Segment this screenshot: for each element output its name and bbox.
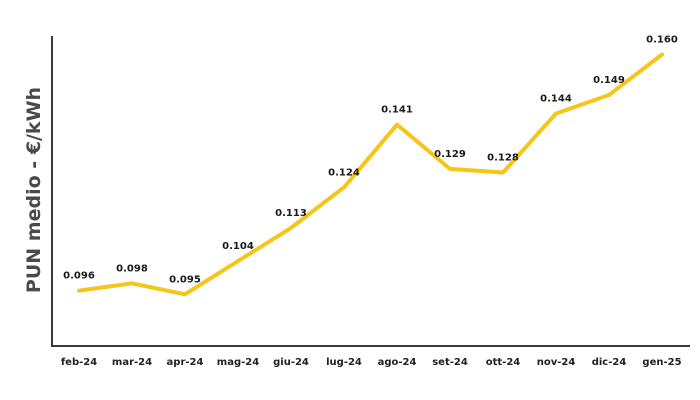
data-label-apr-24: 0.095	[169, 274, 201, 285]
x-tick-giu-24: giu-24	[273, 357, 309, 368]
x-tick-apr-24: apr-24	[167, 357, 204, 368]
x-tick-lug-24: lug-24	[326, 357, 362, 368]
data-label-giu-24: 0.113	[275, 208, 307, 219]
data-label-mar-24: 0.098	[116, 263, 148, 274]
data-label-lug-24: 0.124	[328, 167, 360, 178]
series-layer	[77, 52, 664, 297]
data-label-ott-24: 0.128	[487, 153, 519, 164]
x-tick-set-24: set-24	[432, 357, 468, 368]
x-tick-mar-24: mar-24	[112, 357, 152, 368]
data-label-mag-24: 0.104	[222, 241, 254, 252]
data-label-gen-25: 0.160	[646, 35, 678, 46]
y-axis-label: PUN medio - €/kWh	[23, 87, 45, 293]
x-tick-ott-24: ott-24	[486, 357, 521, 368]
chart-axes	[51, 36, 690, 347]
data-label-feb-24: 0.096	[63, 271, 95, 282]
x-tick-mag-24: mag-24	[217, 357, 259, 368]
data-label-dic-24: 0.149	[593, 75, 625, 86]
x-tick-feb-24: feb-24	[61, 357, 97, 368]
x-tick-gen-25: gen-25	[642, 357, 681, 368]
data-label-nov-24: 0.144	[540, 94, 572, 105]
data-label-layer: 0.096 0.098 0.095 0.104 0.113 0.124 0.141 0.129…	[63, 35, 678, 286]
data-label-ago-24: 0.141	[381, 105, 413, 116]
x-tick-layer: feb-24 mar-24 apr-24 mag-24 giu-24 lug-24 ago-…	[61, 357, 682, 368]
x-tick-dic-24: dic-24	[592, 357, 627, 368]
series-line-0	[77, 52, 664, 297]
data-label-set-24: 0.129	[434, 149, 466, 160]
x-tick-ago-24: ago-24	[378, 357, 417, 368]
x-tick-nov-24: nov-24	[537, 357, 576, 368]
